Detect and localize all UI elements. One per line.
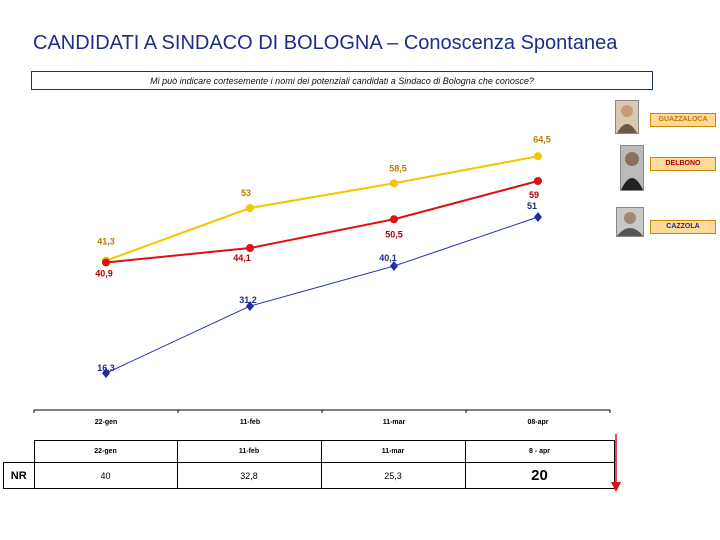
portrait-icon (617, 208, 643, 236)
candidate-photo-cazzola (616, 207, 644, 237)
data-point (534, 212, 542, 222)
data-point (534, 152, 542, 161)
nr-table-cell: 20 (464, 462, 615, 489)
portrait-icon (621, 146, 643, 190)
candidate-photo-delbono (620, 145, 644, 191)
legend-label-cazzola: CAZZOLA (650, 220, 716, 234)
data-label: 58,5 (389, 163, 407, 173)
legend-label-guazzaloca: GUAZZALOCA (650, 113, 716, 127)
nr-row-label: NR (3, 462, 35, 489)
nr-table-corner (3, 440, 35, 463)
data-label: 44,1 (233, 253, 251, 263)
nr-table-header: 11-feb (176, 440, 322, 463)
data-point (246, 204, 254, 212)
series-line (105, 180, 539, 264)
data-label: 40,1 (379, 253, 397, 263)
series-line (105, 155, 539, 262)
data-label: 16,3 (97, 363, 115, 373)
candidate-photo-guazzaloca (615, 100, 639, 134)
data-label: 41,3 (97, 237, 115, 247)
page-title: CANDIDATI A SINDACO DI BOLOGNA – Conosce… (33, 32, 617, 55)
x-tick-label: 08-apr (527, 419, 548, 426)
title-dash: – (387, 32, 399, 54)
data-point (390, 215, 398, 224)
data-point (102, 368, 110, 379)
nr-table: 22-gen 11-feb 11-mar 8 - apr NR 40 32,8 … (3, 440, 615, 489)
question-box: Mi può indicare cortesemente i nomi dei … (31, 71, 653, 90)
data-label: 51 (527, 201, 537, 211)
data-point (102, 258, 110, 267)
nr-table-header: 11-mar (320, 440, 466, 463)
nr-table-header-row: 22-gen 11-feb 11-mar 8 - apr (3, 440, 615, 463)
nr-table-header: 22-gen (33, 440, 178, 463)
title-main: CANDIDATI A SINDACO DI BOLOGNA (33, 32, 382, 54)
down-arrow-icon (611, 434, 621, 492)
nr-table-cell: 32,8 (176, 462, 322, 489)
data-point (246, 301, 254, 312)
data-point (390, 261, 398, 272)
data-label: 50,5 (385, 229, 403, 239)
x-tick-label: 11-mar (383, 419, 406, 426)
nr-table-value-row: NR 40 32,8 25,3 20 (3, 462, 615, 489)
data-label: 31,2 (239, 295, 257, 305)
x-tick-label: 22-gen (95, 419, 118, 426)
data-point (390, 179, 398, 188)
legend-label-delbono: DELBONO (650, 157, 716, 171)
title-sub: Conoscenza Spontanea (403, 32, 618, 54)
data-label: 53 (241, 188, 251, 198)
nr-table-header: 8 - apr (464, 440, 615, 463)
portrait-icon (616, 101, 638, 133)
series-line (105, 216, 539, 374)
nr-table-cell: 40 (33, 462, 178, 489)
data-point (246, 244, 254, 253)
nr-table-cell: 25,3 (320, 462, 466, 489)
data-label: 40,9 (95, 268, 113, 278)
x-tick-label: 11-feb (240, 419, 260, 426)
data-label: 64,5 (533, 134, 551, 144)
data-point (534, 177, 542, 185)
data-label: 59 (529, 190, 539, 200)
